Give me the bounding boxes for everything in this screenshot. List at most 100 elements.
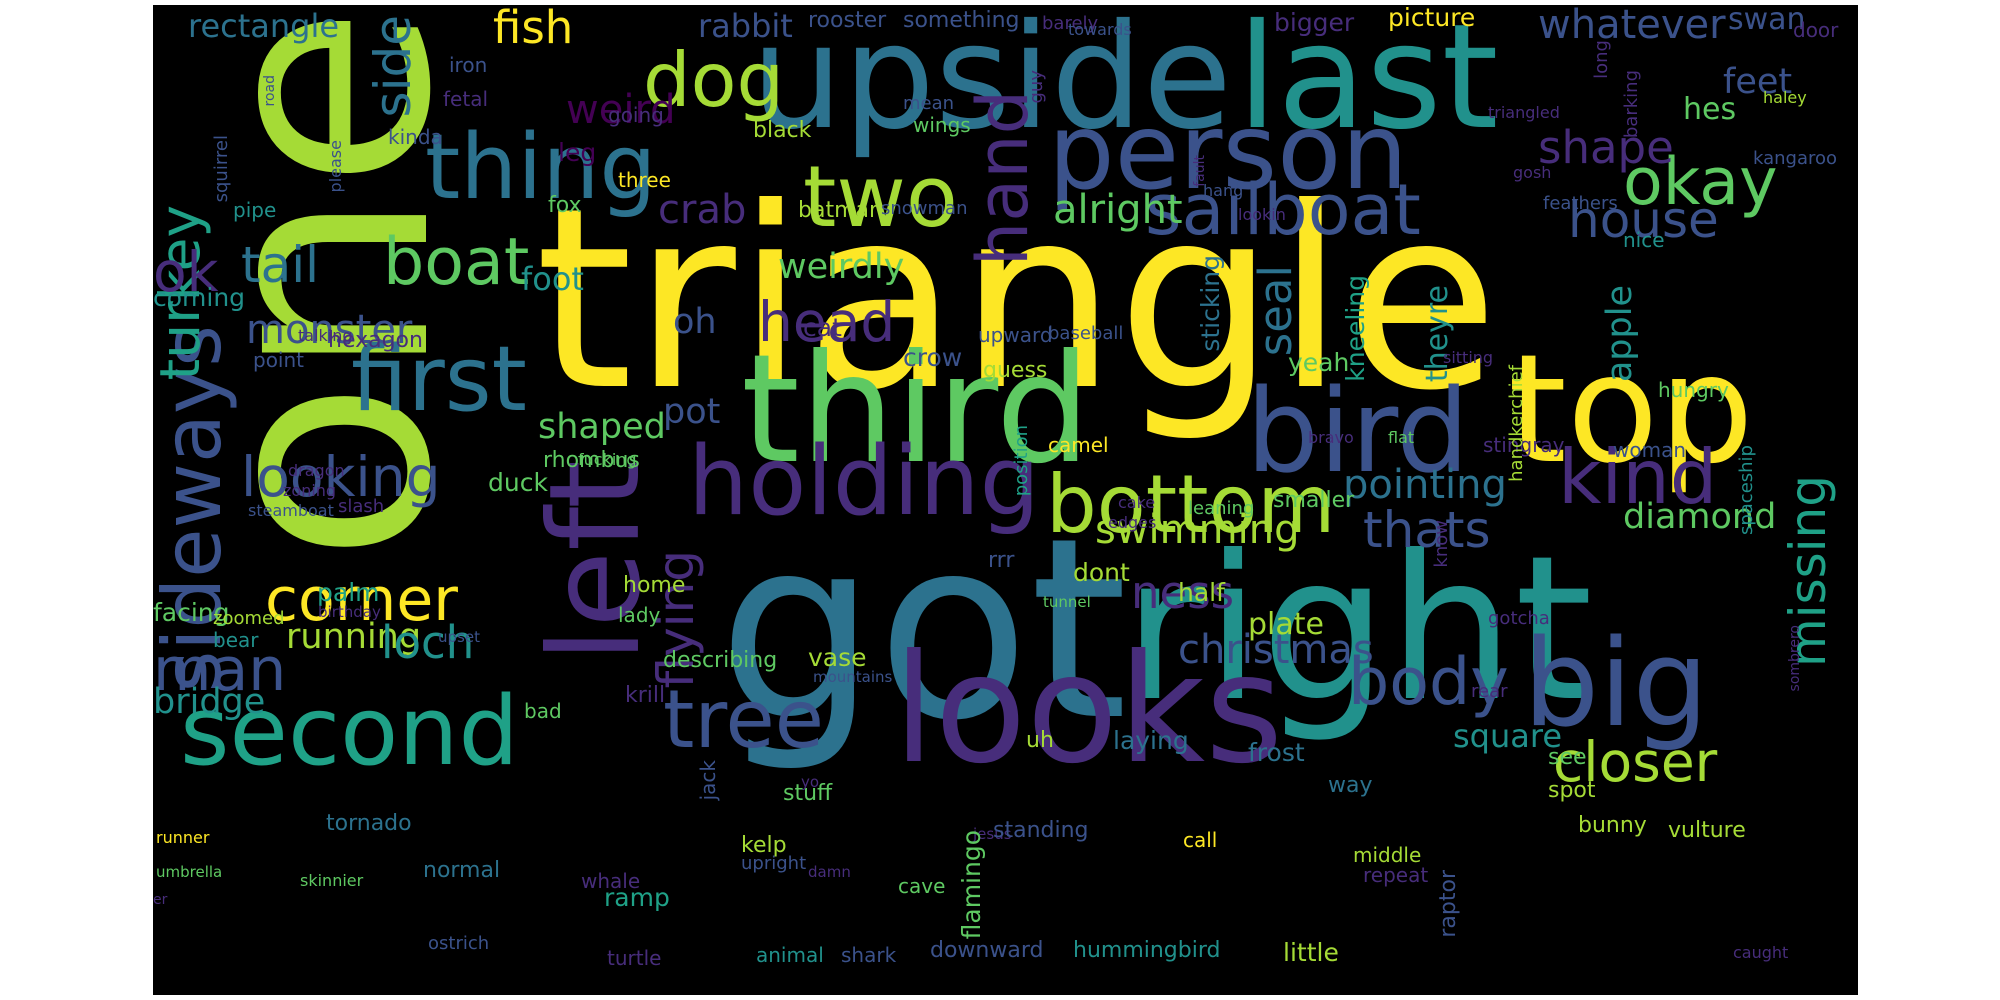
word-three: three [618,168,671,192]
word-pipe: pipe [233,198,277,222]
word-snowman: snowman [881,198,968,219]
word-bird: bird [1246,365,1470,499]
word-hungry: hungry [1658,378,1729,402]
word-home: home [623,573,686,598]
word-standing: standing [993,818,1089,843]
word-kinda: kinda [388,125,443,149]
word-house: house [1568,191,1719,249]
word-rear: rear [1471,681,1508,702]
word-way: way [1328,773,1373,798]
word-something: something [903,8,1020,33]
word-head: head [758,290,896,354]
word-bunny: bunny [1578,813,1647,838]
word-skinnier: skinnier [300,871,364,890]
word-lookin: lookin [1238,205,1286,224]
word-upright: upright [741,853,807,874]
word-zoomed: zoomed [213,608,285,629]
word-yo: yo [801,773,820,791]
word-okay: okay [1623,145,1778,220]
word-ok: ok [153,240,219,304]
word-dog: dog [643,36,785,124]
word-stuff: stuff [783,781,833,806]
word-gosh: gosh [1513,163,1552,182]
word-shaped: shaped [538,407,666,447]
word-mountains: mountains [813,668,893,686]
word-damn: damn [808,863,851,881]
word-guy: guy [1026,70,1047,104]
word-fetal: fetal [443,87,488,111]
word-shape: shape [1538,121,1674,174]
word-sailboat: sailboat [1145,169,1421,251]
word-third: third [741,323,1091,497]
word-haley: haley [1763,88,1807,107]
word-know: know [1431,520,1452,568]
word-flamingo: flamingo [957,830,986,940]
word-apple: apple [1600,285,1640,383]
word-man: man [153,635,287,705]
word-crab: crab [658,187,747,233]
word-wings: wings [913,113,971,137]
word-loch: loch [381,616,475,669]
word-barking: barking [1621,70,1642,139]
word-rhombus: rhombus [543,448,640,473]
word-upward: upward [978,323,1053,347]
word-square: square [1453,717,1563,755]
word-fish: fish [493,5,574,54]
word-jack: jack [696,760,720,801]
word-top: top [1508,323,1754,497]
word-guess: guess [983,358,1048,383]
word-spot: spot [1548,778,1596,803]
word-squirrel: squirrel [211,135,232,203]
word-jesus: jesus [973,825,1012,843]
word-please: please [326,140,345,193]
word-road: road [262,75,278,107]
word-normal: normal [423,858,501,883]
word-repeat: repeat [1363,863,1429,887]
word-long: long [1591,40,1612,79]
word-shark: shark [841,943,897,967]
word-thing: thing [425,115,657,220]
word-corner: corner [265,565,458,635]
word-downward: downward [930,938,1044,963]
word-whale: whale [581,869,641,893]
word-call: call [1183,828,1218,852]
word-leg: leg [558,138,597,167]
word-gotcha: gotcha [1488,608,1550,629]
word-palm: palm [317,578,380,607]
word-got: got [718,484,1128,775]
word-right: right [1123,513,1593,746]
word-vulture: vulture [1668,818,1746,843]
word-tornado: tornado [326,811,412,836]
word-bridge: bridge [153,682,266,722]
word-triangle: triangle [535,154,1499,445]
word-boat: boat [383,225,530,300]
word-rabbit: rabbit [698,7,793,45]
word-nice: nice [1623,228,1665,252]
word-middle: middle [1353,843,1422,867]
word-point: point [253,348,305,372]
word-alright: alright [1053,187,1183,233]
word-cave: cave [898,874,946,898]
word-whatever: whatever [1538,5,1726,48]
word-going: going [608,103,664,127]
word-last: last [1237,5,1499,162]
word-barely: barely [1042,13,1099,34]
word-picture: picture [1388,5,1476,32]
word-tunnel: tunnel [1043,593,1091,611]
word-lady: lady [618,603,661,627]
word-hes: hes [1683,92,1737,127]
word-spaceship: spaceship [1736,445,1757,536]
word-zoning: zoning [283,481,337,500]
word-mean: mean [903,93,955,114]
word-birthday: birthday [318,603,381,621]
word-feet: feet [1723,62,1793,102]
word-triangled: triangled [1488,103,1560,122]
word-edges: edges [1108,513,1157,532]
word-bear: bear [213,628,259,652]
word-steamboat: steamboat [248,501,334,520]
word-swimming: swimming [1095,507,1300,553]
word-second: second [180,677,519,787]
word-first: first [351,327,527,432]
word-smaller: smaller [1273,488,1355,513]
word-feathers: feathers [1543,193,1618,214]
